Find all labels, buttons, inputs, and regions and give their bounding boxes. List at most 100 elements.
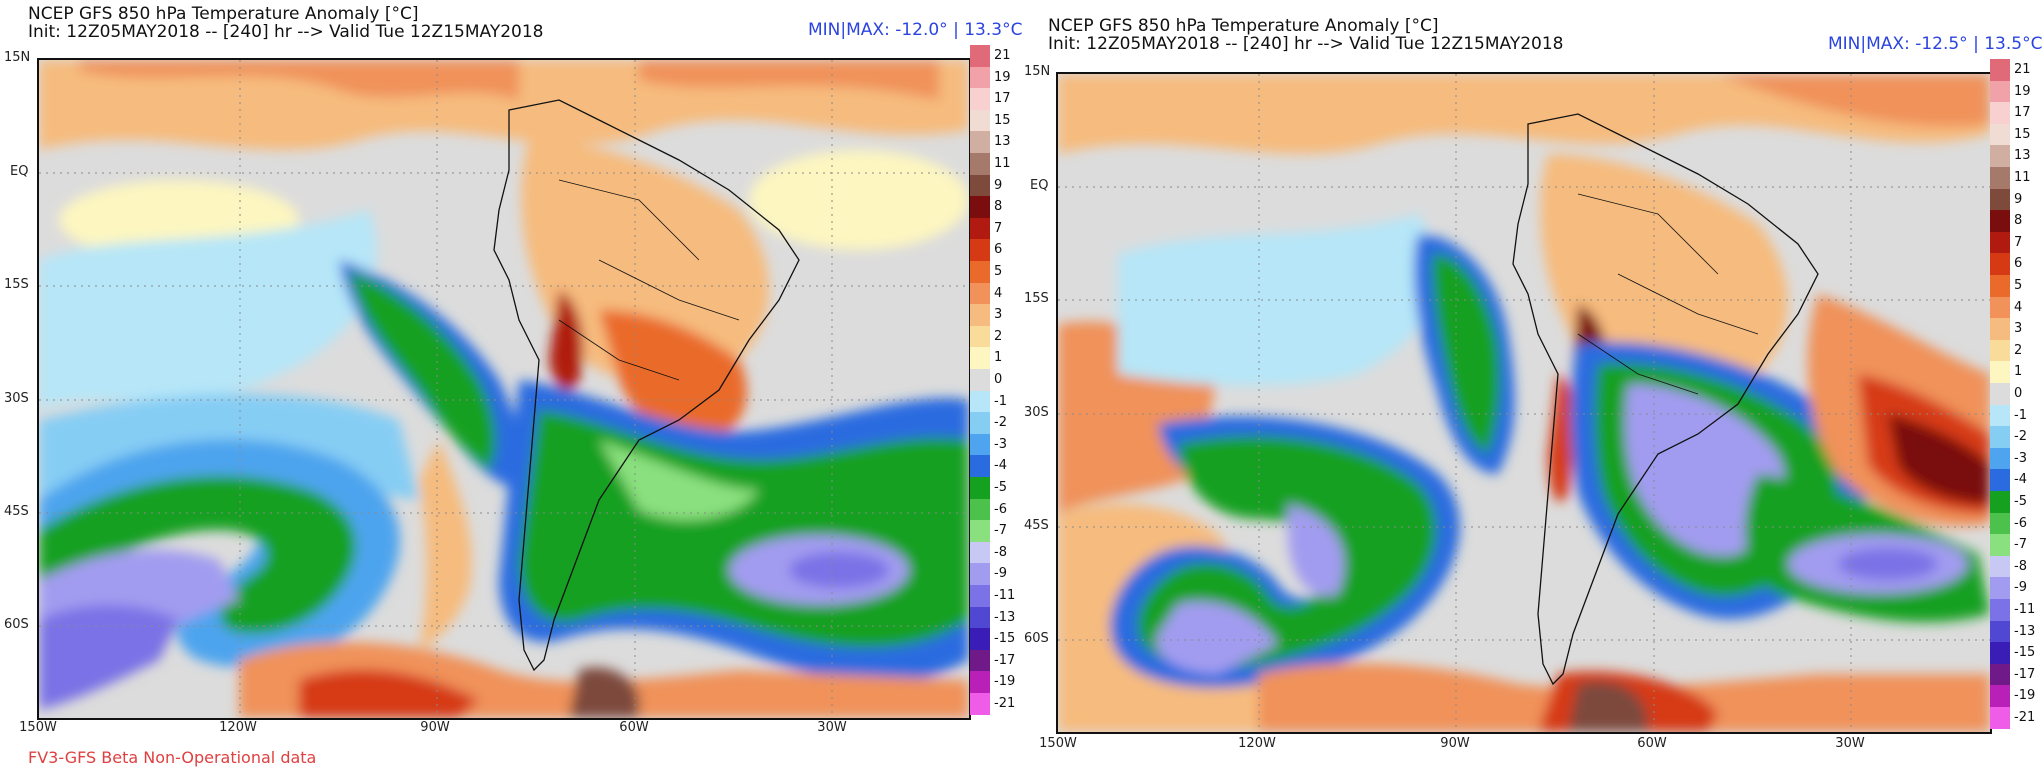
colorbar-label: -11: [994, 588, 1016, 603]
min-max-readout: MIN|MAX: -12.0° | 13.3°C: [808, 20, 1023, 40]
colorbar-label: -19: [2014, 688, 2036, 704]
colorbar-label: 6: [994, 242, 1003, 258]
colorbar-swatch: [970, 498, 990, 521]
temperature-anomaly-map: [37, 58, 971, 720]
colorbar-label: 8: [994, 199, 1003, 215]
lat-label: 15N: [4, 50, 31, 65]
colorbar-swatch: [970, 88, 990, 111]
colorbar-swatch: [1990, 123, 2010, 146]
colorbar-label: -1: [2014, 407, 2027, 423]
lat-label: 60S: [1024, 631, 1049, 646]
colorbar-label: -3: [994, 436, 1007, 452]
colorbar-label: -8: [994, 544, 1007, 560]
colorbar-label: -21: [994, 696, 1016, 711]
map-canvas: [1058, 74, 1990, 732]
colorbar-swatch: [1990, 318, 2010, 341]
lon-label: 60W: [619, 720, 649, 735]
colorbar-label: 13: [2014, 148, 2031, 164]
map-title: NCEP GFS 850 hPa Temperature Anomaly [°C…: [1048, 16, 1439, 36]
colorbar-label: -4: [2014, 472, 2027, 488]
colorbar-swatch: [1990, 383, 2010, 406]
colorbar-swatch: [1990, 145, 2010, 168]
lat-label: 15N: [1024, 64, 1051, 79]
colorbar-label: 21: [994, 48, 1011, 63]
colorbar-label: 15: [2014, 126, 2031, 142]
lat-label: 60S: [4, 617, 29, 632]
colorbar-label: -7: [2014, 537, 2027, 553]
colorbar-swatch: [970, 541, 990, 564]
colorbar-swatch: [970, 693, 990, 716]
colorbar-swatch: [970, 412, 990, 435]
lat-label: 15S: [1024, 291, 1049, 306]
colorbar-label: -5: [994, 480, 1007, 495]
colorbar-swatch: [1990, 663, 2010, 686]
colorbar-label: 5: [2014, 278, 2023, 293]
colorbar-label: 11: [994, 156, 1011, 171]
colorbar-label: 17: [994, 91, 1011, 107]
colorbar-label: 17: [2014, 105, 2031, 121]
colorbar-label: -7: [994, 523, 1007, 539]
colorbar-swatch: [1990, 188, 2010, 211]
lon-label: 90W: [420, 720, 450, 735]
colorbar-label: -11: [2014, 602, 2036, 617]
colorbar-swatch: [970, 563, 990, 586]
colorbar-label: 4: [994, 285, 1003, 301]
colorbar-swatch: [1990, 231, 2010, 254]
colorbar-label: -15: [2014, 645, 2036, 661]
colorbar-swatch: [1990, 80, 2010, 103]
colorbar-label: -17: [2014, 666, 2036, 682]
colorbar-label: -8: [2014, 558, 2027, 574]
footer-note: FV3-GFS Beta Non-Operational data: [28, 748, 317, 767]
colorbar-label: -21: [2014, 710, 2036, 725]
colorbar-swatch: [970, 153, 990, 176]
lat-label: EQ: [1030, 178, 1049, 193]
colorbar-swatch: [1990, 426, 2010, 449]
lon-label: 30W: [817, 720, 847, 735]
colorbar-swatch: [1990, 167, 2010, 190]
colorbar-swatch: [1990, 469, 2010, 492]
colorbar-label: -9: [994, 566, 1007, 582]
colorbar-label: 9: [2014, 191, 2023, 207]
colorbar-label: -17: [994, 652, 1016, 668]
colorbar-swatch: [970, 217, 990, 240]
colorbar-label: 2: [2014, 342, 2023, 358]
colorbar-label: -5: [2014, 494, 2027, 509]
map-canvas: [39, 60, 969, 718]
lat-label: EQ: [10, 164, 29, 179]
map-subtitle: Init: 12Z05MAY2018 -- [240] hr --> Valid…: [28, 22, 544, 42]
colorbar-label: 6: [2014, 256, 2023, 272]
colorbar-swatch: [970, 455, 990, 478]
map-title: NCEP GFS 850 hPa Temperature Anomaly [°C…: [28, 4, 419, 24]
lon-label: 90W: [1440, 736, 1470, 751]
colorbar-swatch: [1990, 491, 2010, 514]
colorbar-swatch: [1990, 685, 2010, 708]
colorbar-swatch: [970, 390, 990, 413]
colorbar-label: 3: [994, 307, 1003, 323]
colorbar-swatch: [1990, 447, 2010, 470]
colorbar-label: -13: [994, 609, 1016, 625]
lon-label: 120W: [219, 720, 257, 735]
colorbar-swatch: [970, 325, 990, 348]
colorbar-swatch: [1990, 577, 2010, 600]
colorbar-label: 3: [2014, 321, 2023, 337]
colorbar-swatch: [970, 174, 990, 197]
colorbar-label: -9: [2014, 580, 2027, 596]
lon-label: 120W: [1238, 736, 1276, 751]
colorbar-label: 4: [2014, 299, 2023, 315]
colorbar-swatch: [1990, 210, 2010, 233]
colorbar-swatch: [1990, 620, 2010, 643]
lon-label: 60W: [1637, 736, 1667, 751]
colorbar-label: 19: [994, 69, 1011, 85]
colorbar-label: 21: [2014, 62, 2031, 77]
colorbar-label: 5: [994, 264, 1003, 279]
colorbar-label: 0: [994, 372, 1003, 387]
colorbar-swatch: [970, 433, 990, 456]
colorbar-swatch: [970, 282, 990, 305]
colorbar-swatch: [970, 671, 990, 694]
colorbar-swatch: [970, 477, 990, 500]
colorbar-label: 7: [994, 220, 1003, 236]
colorbar-swatch: [970, 261, 990, 284]
temperature-anomaly-map: [1056, 72, 1992, 734]
colorbar-swatch: [970, 45, 990, 68]
colorbar-label: 11: [2014, 170, 2031, 185]
